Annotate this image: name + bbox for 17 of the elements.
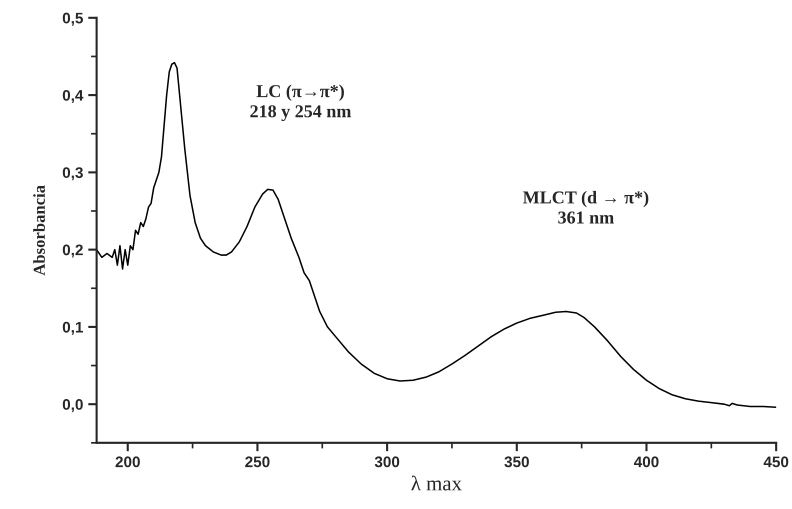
annotation: LC (π→π*) 218 y 254 nm (250, 84, 352, 122)
y-tick-label: 0,5 (62, 12, 84, 26)
annotation: MLCT (d → π*) 361 nm (522, 190, 648, 224)
x-tick-label: 350 (504, 456, 529, 468)
y-tick-label: 0,4 (62, 90, 84, 103)
y-tick-label: 0,3 (62, 167, 83, 180)
y-tick-label: 0,2 (62, 244, 83, 258)
y-axis-title: Absorbancia (33, 185, 45, 276)
x-tick-label: 200 (116, 456, 140, 468)
x-tick-label: 250 (245, 456, 270, 468)
x-axis-title: λ max (411, 476, 462, 490)
x-tick-label: 300 (374, 456, 400, 468)
x-tick-label: 400 (634, 456, 659, 468)
x-tick-label: 450 (764, 456, 788, 468)
y-tick-label: 0,0 (62, 399, 83, 412)
line-series (96, 62, 776, 408)
y-tick-label: 0,1 (62, 322, 84, 335)
